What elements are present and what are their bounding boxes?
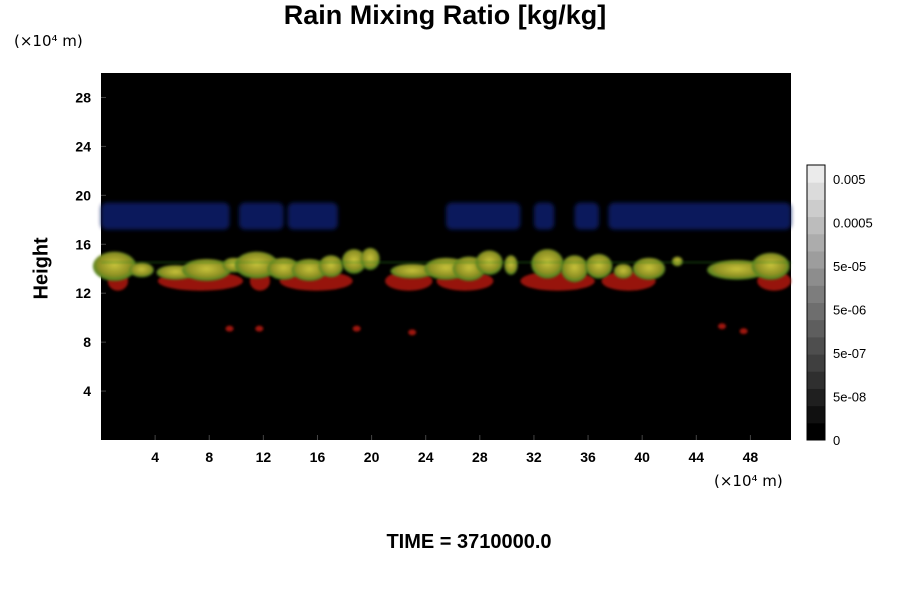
y-axis: 4 8 12 16 20 24 28 [75, 89, 106, 399]
x-tick-label: 28 [472, 449, 488, 465]
colorbar-label: 5e-08 [833, 390, 866, 405]
red-dot [718, 323, 726, 330]
colorbar-swatch [807, 354, 825, 372]
green-yellow-clump [390, 263, 434, 279]
blue-band-segment [446, 202, 521, 230]
red-dot [225, 325, 234, 332]
green-yellow-clump [504, 255, 518, 275]
blue-band-segment [287, 202, 338, 230]
plot-area [101, 73, 791, 440]
colorbar-label: 0.005 [833, 172, 866, 187]
y-tick-label: 20 [75, 187, 91, 203]
colorbar-label: 0.0005 [833, 216, 873, 231]
colorbar-swatch [807, 422, 825, 441]
green-yellow-clump [129, 262, 154, 278]
colorbar-swatch [807, 268, 825, 286]
green-yellow-clump [291, 258, 327, 281]
colorbar-swatch [807, 336, 825, 355]
green-yellow-clump [360, 247, 380, 270]
green-yellow-clump [92, 251, 137, 281]
x-tick-label: 4 [151, 449, 159, 465]
x-tick-label: 24 [418, 449, 434, 465]
colorbar-label: 5e-06 [833, 303, 866, 318]
colorbar-label: 0 [833, 433, 840, 448]
colorbar-swatch [807, 250, 825, 269]
green-yellow-clump [632, 257, 666, 280]
colorbar-label: 5e-07 [833, 346, 866, 361]
x-tick-label: 16 [310, 449, 326, 465]
green-yellow-clump [561, 255, 589, 283]
green-fringe [101, 261, 791, 264]
x-tick-label: 32 [526, 449, 542, 465]
x-axis: 4 8 12 16 20 24 28 32 36 40 44 48 [151, 435, 758, 465]
colorbar-swatch [807, 371, 825, 389]
green-yellow-clump [182, 258, 231, 281]
colorbar-swatch [807, 285, 825, 303]
x-tick-label: 8 [205, 449, 213, 465]
colorbar-swatch [807, 405, 825, 424]
rain-field [92, 202, 792, 336]
colorbar-swatch [807, 165, 825, 183]
green-yellow-clump [707, 260, 767, 280]
x-tick-label: 44 [689, 449, 705, 465]
blue-band-segment [101, 202, 230, 230]
y-tick-label: 24 [75, 138, 91, 154]
red-dot [255, 325, 264, 332]
red-dot [352, 325, 361, 332]
red-dot [739, 328, 748, 335]
green-yellow-clump [531, 249, 564, 279]
green-yellow-clump [585, 254, 613, 279]
colorbar-swatch [807, 302, 825, 321]
green-yellow-clump [751, 252, 790, 280]
chart-title: Rain Mixing Ratio [kg/kg] [283, 0, 607, 30]
colorbar-swatch [807, 199, 825, 218]
green-yellow-clump [234, 251, 279, 279]
colorbar-swatch [807, 388, 825, 407]
y-tick-label: 12 [75, 285, 91, 301]
x-unit-label: (×10⁴ m) [714, 472, 783, 490]
blue-band-segment [533, 202, 555, 230]
red-dot [408, 329, 417, 336]
colorbar-label: 5e-05 [833, 259, 866, 274]
colorbar-swatch [807, 216, 825, 235]
x-tick-label: 48 [743, 449, 759, 465]
x-tick-label: 36 [580, 449, 596, 465]
blue-band-segment [239, 202, 284, 230]
y-tick-label: 4 [83, 383, 91, 399]
y-tick-label: 8 [83, 334, 91, 350]
y-tick-label: 28 [75, 89, 91, 105]
x-tick-label: 20 [364, 449, 380, 465]
colorbar-swatch [807, 182, 825, 200]
colorbar-swatch [807, 233, 825, 252]
green-yellow-clump [613, 263, 633, 279]
time-label: TIME = 3710000.0 [386, 531, 552, 553]
colorbar-swatch [807, 319, 825, 338]
colorbar: 0.005 0.0005 5e-05 5e-06 5e-07 5e-08 0 [806, 164, 873, 448]
green-yellow-clump [318, 255, 344, 278]
y-unit-label: (×10⁴ m) [14, 32, 83, 50]
x-tick-label: 40 [634, 449, 650, 465]
x-tick-label: 12 [256, 449, 272, 465]
y-tick-label: 16 [75, 236, 91, 252]
blue-band-segment [574, 202, 599, 230]
blue-band-segment [608, 202, 791, 230]
colorbar-frame [806, 164, 826, 441]
